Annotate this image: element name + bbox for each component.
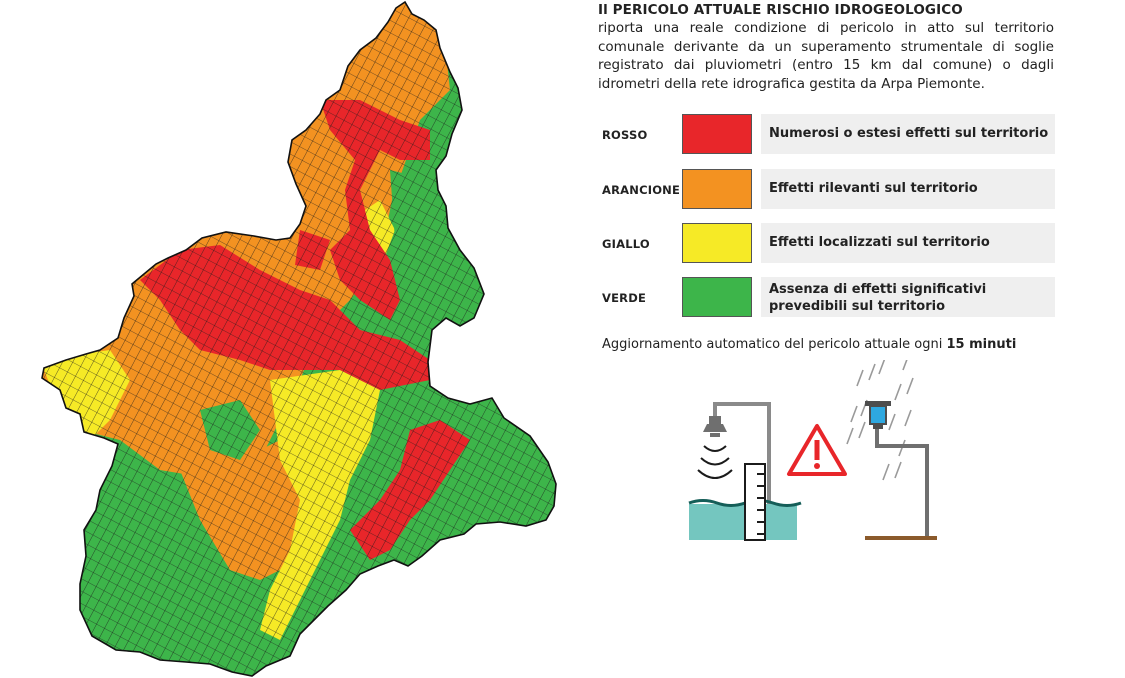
legend-swatch-yellow <box>682 223 752 263</box>
rain-gauge-icon <box>846 360 937 540</box>
municipal-boundaries-cross <box>42 2 556 676</box>
legend-row-giallo: GIALLO Effetti localizzati sul territori… <box>598 223 1058 265</box>
warning-triangle-icon <box>787 424 847 476</box>
legend-name: VERDE <box>602 291 647 305</box>
update-interval: 15 minuti <box>946 337 1017 352</box>
piemonte-hazard-map[interactable] <box>34 0 564 678</box>
legend-description: Numerosi o estesi effetti sul territorio <box>769 126 1049 141</box>
panel-description: riporta una reale condizione di pericolo… <box>598 20 1054 92</box>
legend-row-rosso: ROSSO Numerosi o estesi effetti sul terr… <box>598 114 1058 156</box>
legend-swatch-orange <box>682 169 752 209</box>
map-svg <box>41 1 557 677</box>
legend-description-box: Assenza di effetti significativi prevedi… <box>761 277 1055 317</box>
panel-title: Il PERICOLO ATTUALE RISCHIO IDROGEOLOGIC… <box>598 2 963 18</box>
legend-row-verde: VERDE Assenza di effetti significativi p… <box>598 277 1058 319</box>
legend-description-box: Effetti rilevanti sul territorio <box>761 169 1055 209</box>
update-note: Aggiornamento automatico del pericolo at… <box>602 337 1016 352</box>
legend-swatch-green <box>682 277 752 317</box>
legend-description-box: Numerosi o estesi effetti sul territorio <box>761 114 1055 154</box>
legend-panel: Il PERICOLO ATTUALE RISCHIO IDROGEOLOGIC… <box>598 0 1058 352</box>
monitoring-illustration <box>688 360 937 541</box>
legend-name: ARANCIONE <box>602 183 681 197</box>
legend-description: Effetti localizzati sul territorio <box>769 235 990 250</box>
hazard-regions <box>42 2 556 676</box>
legend-description-box: Effetti localizzati sul territorio <box>761 223 1055 263</box>
hydrometer-icon <box>688 402 802 541</box>
update-prefix: Aggiornamento automatico del pericolo at… <box>602 337 943 352</box>
legend-swatch-red <box>682 114 752 154</box>
legend-row-arancione: ARANCIONE Effetti rilevanti sul territor… <box>598 169 1058 211</box>
legend-name: GIALLO <box>602 237 650 251</box>
legend-name: ROSSO <box>602 128 648 142</box>
legend-description: Effetti rilevanti sul territorio <box>769 181 978 196</box>
legend-description: Assenza di effetti significativi prevedi… <box>769 282 987 314</box>
